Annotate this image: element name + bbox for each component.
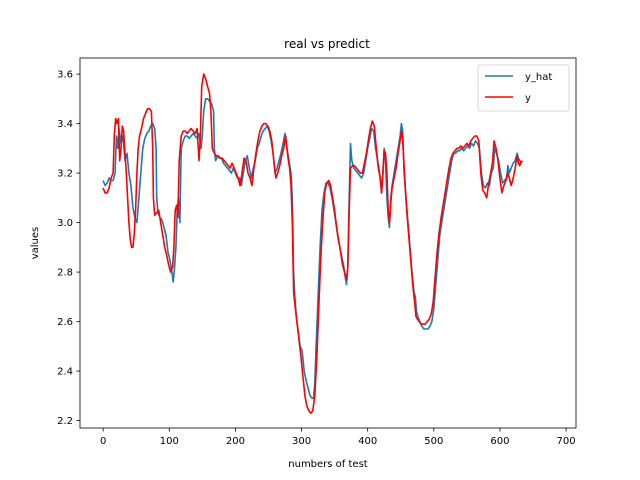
chart-title: real vs predict bbox=[284, 37, 370, 51]
y-tick-label: 2.8 bbox=[57, 268, 73, 279]
x-tick-label: 100 bbox=[160, 436, 179, 447]
x-tick-label: 0 bbox=[100, 436, 106, 447]
y-axis: 2.2 2.4 2.6 2.8 3.0 3.2 3.4 3.6 bbox=[57, 70, 80, 427]
y-tick-label: 3.6 bbox=[57, 70, 73, 81]
y-tick-label: 3.4 bbox=[57, 119, 73, 130]
legend-label-y: y bbox=[525, 93, 531, 104]
y-tick-label: 2.6 bbox=[57, 317, 73, 328]
x-tick-label: 700 bbox=[557, 436, 576, 447]
x-tick-label: 600 bbox=[490, 436, 509, 447]
y-tick-label: 3.0 bbox=[57, 218, 73, 229]
x-axis: 0 100 200 300 400 500 600 700 bbox=[100, 428, 576, 447]
legend: y_hat y bbox=[477, 64, 570, 112]
legend-label-y-hat: y_hat bbox=[525, 72, 552, 83]
plot-area-frame bbox=[79, 57, 577, 429]
x-tick-label: 200 bbox=[226, 436, 245, 447]
series-line-y bbox=[102, 73, 522, 414]
series-line-y-hat bbox=[102, 98, 524, 400]
x-tick-label: 300 bbox=[292, 436, 311, 447]
y-tick-label: 2.2 bbox=[57, 416, 73, 427]
x-tick-label: 500 bbox=[424, 436, 443, 447]
y-tick-label: 2.4 bbox=[57, 367, 73, 378]
y-tick-label: 3.2 bbox=[57, 169, 73, 180]
legend-box bbox=[477, 64, 570, 112]
plot-lines bbox=[102, 73, 524, 414]
x-axis-label: numbers of test bbox=[288, 459, 368, 470]
x-tick-label: 400 bbox=[358, 436, 377, 447]
y-axis-label: values bbox=[30, 227, 41, 260]
